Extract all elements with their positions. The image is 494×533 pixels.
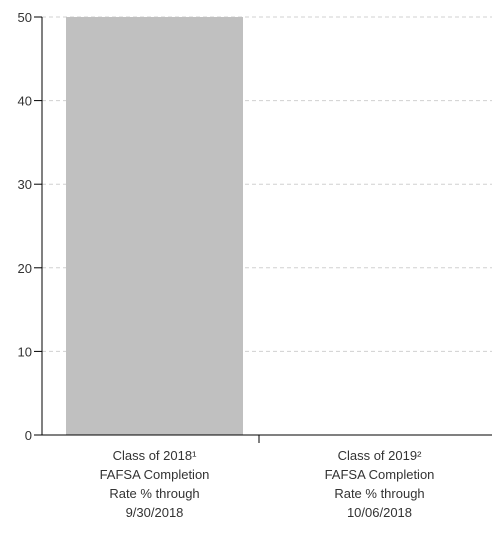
y-axis-ticks: 0 10 20 30 40 50 bbox=[18, 10, 42, 443]
y-tick-label: 50 bbox=[18, 10, 32, 25]
axes bbox=[41, 17, 492, 436]
y-tick-label: 0 bbox=[25, 428, 32, 443]
x-tick-label: Class of 2018¹ FAFSA Completion Rate % thr… bbox=[100, 448, 210, 520]
x-tick-label: Class of 2019² FAFSA Completion Rate % thr… bbox=[325, 448, 435, 520]
bars bbox=[66, 17, 243, 435]
y-tick-label: 30 bbox=[18, 177, 32, 192]
bar bbox=[66, 17, 243, 435]
x-axis-ticks: Class of 2018¹ FAFSA Completion Rate % thr… bbox=[100, 435, 435, 520]
y-tick-label: 40 bbox=[18, 94, 32, 109]
y-tick-label: 10 bbox=[18, 344, 32, 359]
y-tick-label: 20 bbox=[18, 261, 32, 276]
gridlines bbox=[42, 16, 492, 352]
